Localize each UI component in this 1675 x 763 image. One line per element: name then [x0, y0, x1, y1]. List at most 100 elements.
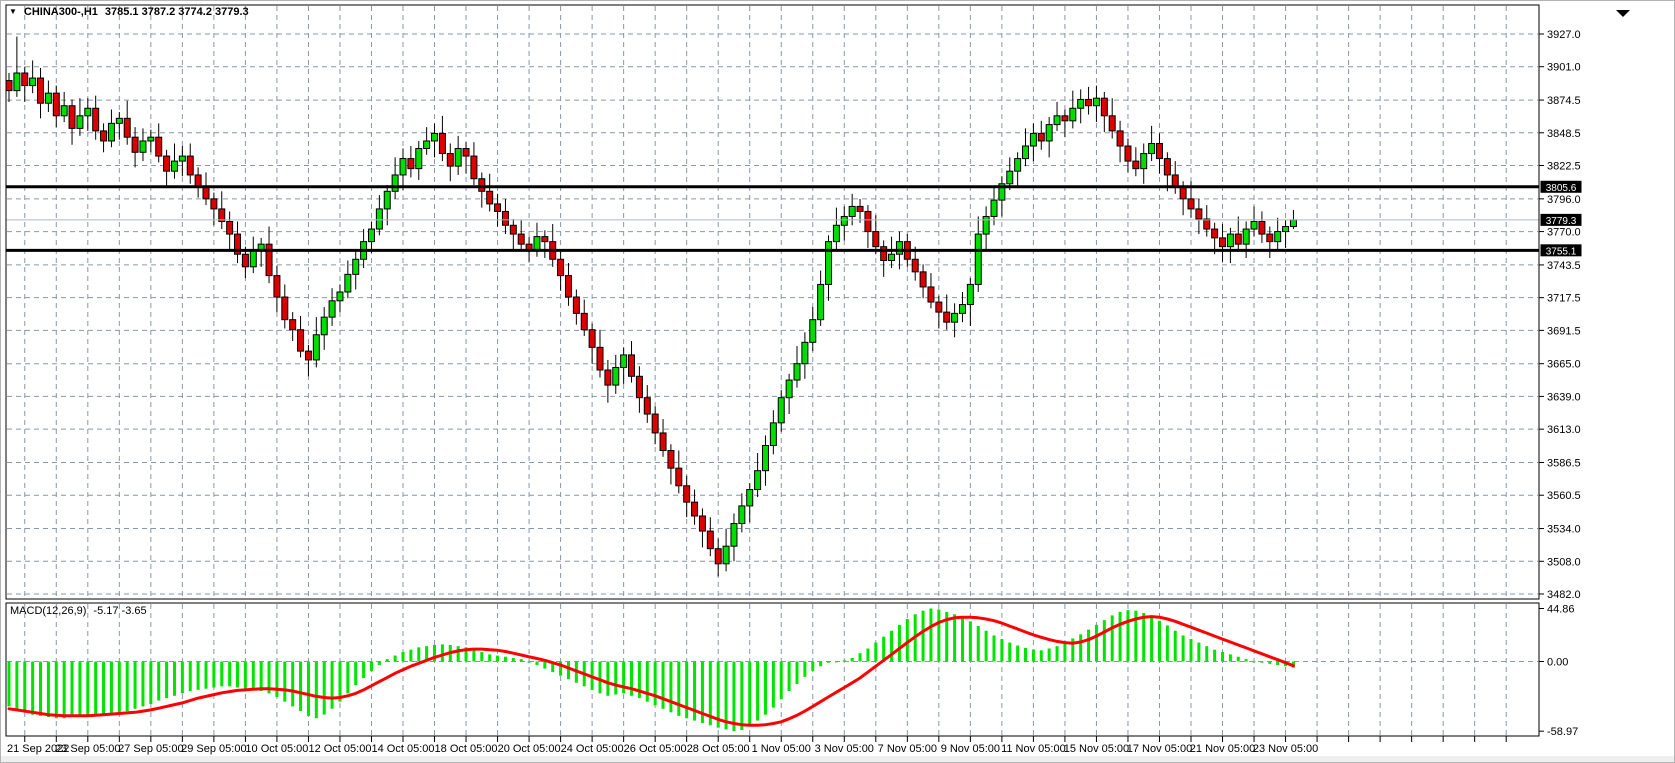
- symbol-name: CHINA300-,H1: [23, 6, 98, 18]
- candle-bear: [943, 311, 951, 323]
- macd-histogram-bar: [1039, 650, 1043, 662]
- candle-bull: [1077, 98, 1085, 109]
- macd-tick-label: 44.86: [1547, 603, 1575, 615]
- macd-histogram-bar: [559, 661, 563, 676]
- chart-shift-marker-icon[interactable]: [1616, 10, 1630, 17]
- price-tick-label: 3586.5: [1547, 457, 1581, 469]
- candle-bull: [888, 253, 896, 262]
- time-tick-label: 23 Sep 05:00: [55, 743, 120, 755]
- macd-histogram-bar: [86, 661, 90, 716]
- macd-histogram-bar: [661, 661, 665, 709]
- price-tick-label: 3482.0: [1547, 589, 1581, 601]
- candle-bear: [241, 253, 249, 268]
- candle-bear: [714, 548, 722, 565]
- macd-histogram-bar: [464, 647, 468, 662]
- time-tick-label: 27 Sep 05:00: [118, 743, 183, 755]
- time-tick-label: 11 Nov 05:00: [1001, 743, 1066, 755]
- candle-bear: [667, 450, 675, 469]
- candle-bear: [1132, 160, 1140, 170]
- candle-bear: [927, 286, 935, 303]
- time-tick-label: 10 Oct 05:00: [245, 743, 308, 755]
- macd-histogram-bar: [819, 661, 823, 667]
- macd-histogram-bar: [1276, 661, 1280, 666]
- macd-histogram-bar: [1063, 642, 1067, 662]
- macd-histogram-bar: [905, 618, 909, 662]
- symbol-dropdown-icon[interactable]: ▼: [9, 7, 17, 16]
- time-tick-label: 20 Oct 05:00: [498, 743, 561, 755]
- time-tick-label: 21 Nov 05:00: [1190, 743, 1255, 755]
- time-tick-label: 24 Oct 05:00: [561, 743, 624, 755]
- candle-bear: [304, 350, 312, 361]
- macd-histogram-bar: [1047, 648, 1051, 662]
- price-tick-label: 3534.0: [1547, 524, 1581, 536]
- candle-bull: [328, 300, 336, 318]
- svg-text:3779.3: 3779.3: [1546, 216, 1577, 227]
- macd-histogram-bar: [1071, 638, 1075, 662]
- macd-histogram-bar: [283, 661, 287, 702]
- price-tick-label: 3717.5: [1547, 293, 1581, 305]
- macd-histogram-bar: [598, 661, 602, 694]
- macd-panel-border: [5, 602, 1540, 737]
- macd-histogram-bar: [960, 617, 964, 662]
- macd-values: -5.17 -3.65: [93, 605, 147, 617]
- candle-bear: [1258, 221, 1266, 235]
- candle-bull: [777, 397, 785, 424]
- macd-histogram-bar: [1000, 639, 1004, 662]
- candle-bear: [698, 515, 706, 532]
- candle-bull: [170, 160, 178, 172]
- macd-histogram-bar: [1118, 611, 1122, 662]
- price-tick-label: 3848.5: [1547, 128, 1581, 140]
- macd-histogram-bar: [417, 647, 421, 662]
- macd-histogram-bar: [519, 659, 523, 662]
- candle-bull: [147, 136, 155, 142]
- macd-histogram-bar: [314, 661, 318, 719]
- macd-histogram-bar: [1157, 620, 1161, 662]
- macd-histogram-bar: [1205, 646, 1209, 662]
- candle-bull: [320, 316, 328, 336]
- macd-histogram-bar: [677, 661, 681, 716]
- candle-bull: [399, 158, 407, 176]
- macd-histogram-bar: [1055, 646, 1059, 662]
- macd-histogram-bar: [7, 661, 11, 707]
- macd-histogram-bar: [622, 661, 626, 694]
- macd-histogram-bar: [1110, 615, 1114, 662]
- macd-histogram-bar: [1260, 661, 1264, 663]
- macd-histogram-bar: [890, 630, 894, 662]
- level-lines-layer[interactable]: [6, 185, 1539, 252]
- candle-bear: [588, 329, 596, 348]
- candle-bear: [100, 130, 108, 142]
- macd-histogram-bar: [858, 653, 862, 662]
- macd-histogram-bar: [1197, 642, 1201, 662]
- candle-bear: [52, 92, 60, 117]
- macd-histogram-bar: [811, 661, 815, 671]
- macd-histogram-bar: [551, 661, 555, 673]
- candle-bear: [37, 77, 45, 104]
- candle-bear: [273, 275, 281, 298]
- candle-bull: [352, 258, 360, 275]
- candle-bull: [785, 379, 793, 399]
- candle-bear: [864, 210, 872, 233]
- macd-histogram-bar: [480, 652, 484, 662]
- candle-bear: [1037, 132, 1045, 142]
- macd-histogram-bar: [346, 661, 350, 694]
- candle-bull: [1250, 221, 1258, 230]
- macd-histogram-bar: [827, 661, 831, 663]
- macd-histogram-bar: [204, 661, 208, 689]
- candle-bull: [1242, 228, 1250, 245]
- candle-bull: [115, 117, 123, 124]
- candle-bear: [234, 233, 242, 255]
- candle-bull: [139, 140, 147, 153]
- svg-text:3805.6: 3805.6: [1546, 183, 1577, 194]
- candle-bear: [604, 369, 612, 386]
- price-tick-label: 3613.0: [1547, 424, 1581, 436]
- macd-histogram-bar: [456, 646, 460, 662]
- macd-histogram-bar: [220, 661, 224, 687]
- macd-histogram-bar: [1165, 625, 1169, 662]
- macd-histogram-bar: [637, 661, 641, 699]
- candle-bear: [1108, 115, 1116, 132]
- candle-bear: [155, 136, 163, 157]
- candle-bear: [564, 275, 572, 298]
- time-tick-label: 14 Oct 05:00: [372, 743, 435, 755]
